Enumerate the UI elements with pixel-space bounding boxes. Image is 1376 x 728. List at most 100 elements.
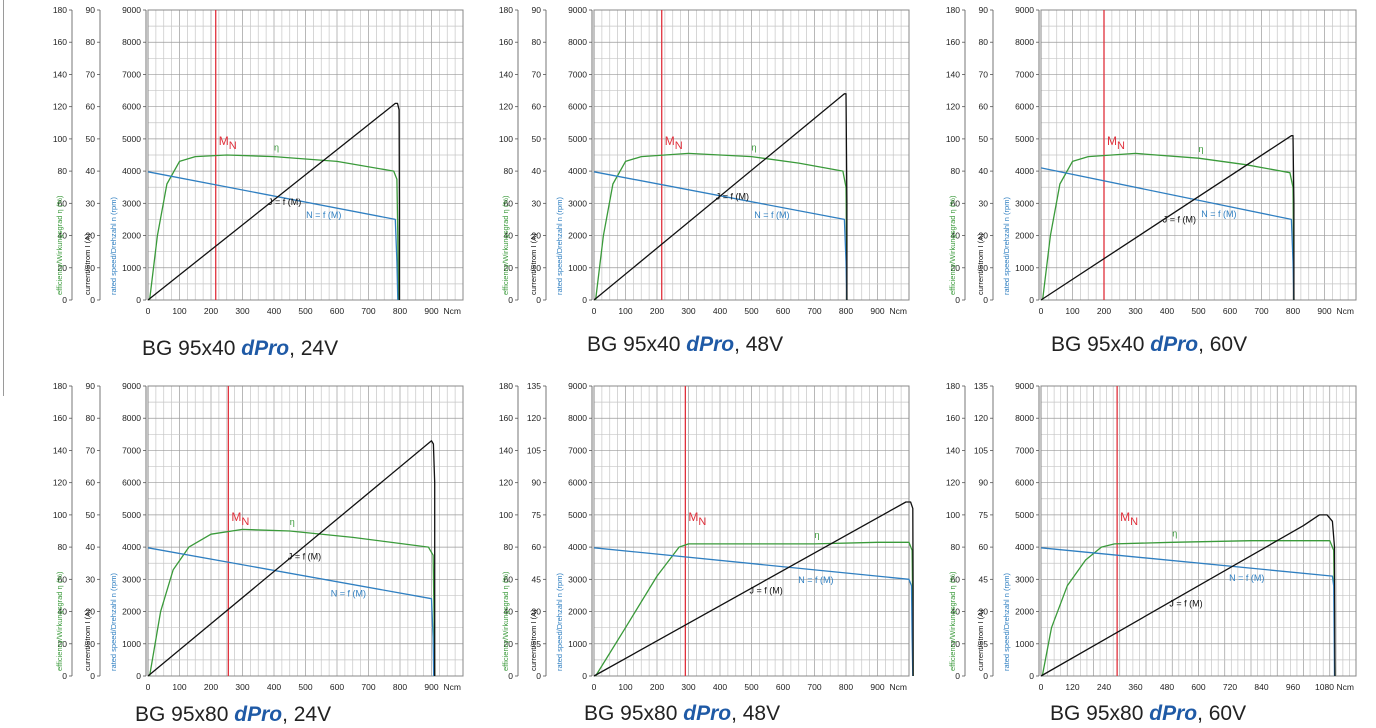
x-tick-label: 800	[839, 682, 853, 692]
y-tick-label: 40	[58, 607, 68, 617]
x-tick-label: 300	[681, 306, 695, 316]
y-tick-label: 105	[527, 445, 541, 455]
efficiency-curve-label: η	[815, 530, 820, 540]
y-tick-label: 60	[86, 478, 96, 488]
x-tick-label: 900	[424, 682, 438, 692]
y-axis-title: rated speed/Drehzahl n (rpm)	[1002, 573, 1011, 671]
x-tick-label: 100	[172, 682, 186, 692]
y-tick-label: 180	[946, 5, 960, 15]
x-tick-label: 0	[146, 306, 151, 316]
y-tick-label: 9000	[122, 5, 141, 15]
series-line-current	[593, 501, 914, 677]
x-tick-label: 0	[1039, 682, 1044, 692]
speed-curve-label: N = f (M)	[306, 210, 341, 220]
plot-frame	[147, 9, 464, 301]
y-tick-label: 1000	[122, 263, 141, 273]
y-axis-title: efficiency/Wirkungsgrad η (%)	[948, 195, 957, 295]
y-tick-label: 180	[946, 381, 960, 391]
y-tick-label: 70	[532, 69, 542, 79]
y-tick-label: 80	[532, 37, 542, 47]
x-axis-unit: Ncm	[1337, 306, 1354, 316]
y-tick-label: 140	[499, 69, 513, 79]
y-tick-label: 10	[86, 639, 96, 649]
y-axis-title: efficiency/Wirkungsgrad η (%)	[948, 571, 957, 671]
y-tick-label: 5000	[122, 134, 141, 144]
x-tick-label: 100	[1065, 306, 1079, 316]
current-curve-label: J = f (M)	[716, 192, 749, 202]
caption-bg95x80-60v: BG 95x80 dPro, 60V	[1050, 702, 1246, 726]
y-tick-label: 3000	[1015, 198, 1034, 208]
y-axis-title: efficiency/Wirkungsgrad η (%)	[501, 571, 510, 671]
y-tick-label: 140	[53, 445, 67, 455]
y-axis-title: current/Strom I (A)	[976, 233, 985, 295]
y-tick-label: 140	[53, 69, 67, 79]
y-tick-label: 2000	[122, 607, 141, 617]
y-tick-label: 80	[86, 37, 96, 47]
y-tick-label: 0	[983, 671, 988, 681]
x-tick-label: 800	[393, 306, 407, 316]
caption-brand-pro: Pro	[1163, 333, 1199, 356]
x-tick-label: 120	[1065, 682, 1079, 692]
y-tick-label: 1000	[1015, 263, 1034, 273]
y-tick-label: 105	[974, 445, 988, 455]
y-tick-label: 0	[582, 295, 587, 305]
y-axis-title: efficiency/Wirkungsgrad η (%)	[55, 571, 64, 671]
y-tick-label: 70	[86, 445, 96, 455]
caption-suffix: , 60V	[1198, 333, 1248, 356]
series-line-efficiency	[148, 528, 436, 677]
y-tick-label: 90	[86, 381, 96, 391]
y-tick-label: 6000	[122, 478, 141, 488]
caption-prefix: BG 95x40	[142, 337, 242, 360]
y-axis-title: current/Strom I (A)	[976, 609, 985, 671]
x-tick-label: 900	[870, 306, 884, 316]
y-tick-label: 20	[58, 263, 68, 273]
y-tick-label: 60	[58, 198, 68, 208]
series-line-current	[147, 440, 436, 677]
y-tick-label: 60	[979, 102, 989, 112]
x-tick-label: 700	[1254, 306, 1268, 316]
caption-brand-d: d	[241, 337, 255, 360]
plot-grid	[1040, 9, 1357, 301]
y-axis-title: efficiency/Wirkungsgrad η (%)	[55, 195, 64, 295]
y-tick-label: 140	[946, 69, 960, 79]
y-tick-label: 120	[527, 413, 541, 423]
caption-brand-d: d	[234, 703, 248, 726]
x-tick-label: 800	[839, 306, 853, 316]
y-axis-title: rated speed/Drehzahl n (rpm)	[109, 573, 118, 671]
y-tick-label: 45	[979, 574, 989, 584]
y-tick-label: 80	[951, 542, 961, 552]
y-tick-label: 5000	[1015, 510, 1034, 520]
y-tick-label: 9000	[1015, 5, 1034, 15]
caption-bg95x40-60v: BG 95x40 dPro, 60V	[1051, 333, 1247, 357]
y-tick-label: 5000	[122, 510, 141, 520]
rated-torque-label: MN	[219, 134, 237, 152]
x-tick-label: 200	[650, 306, 664, 316]
y-axis-title: rated speed/Drehzahl n (rpm)	[555, 573, 564, 671]
y-tick-label: 60	[532, 102, 542, 112]
y-tick-label: 140	[946, 445, 960, 455]
y-tick-label: 0	[62, 671, 67, 681]
y-tick-label: 8000	[568, 37, 587, 47]
x-tick-label: 0	[592, 682, 597, 692]
y-tick-label: 100	[499, 510, 513, 520]
x-tick-label: 0	[592, 306, 597, 316]
caption-suffix: , 60V	[1197, 702, 1247, 725]
x-tick-label: 600	[1223, 306, 1237, 316]
caption-suffix: , 24V	[289, 337, 339, 360]
efficiency-curve-label: η	[274, 143, 279, 153]
chart-bg95x40-48v: 0 20 40 60 80 100 120 140 160 180 efficiency/Wirku…	[446, 0, 916, 325]
y-tick-label: 20	[58, 639, 68, 649]
x-tick-label: 200	[204, 306, 218, 316]
y-tick-label: 40	[86, 542, 96, 552]
y-tick-label: 40	[979, 166, 989, 176]
y-tick-label: 120	[974, 413, 988, 423]
series-line-efficiency	[595, 541, 914, 677]
current-curve-label: J = f (M)	[1169, 598, 1202, 608]
x-tick-label: 600	[330, 682, 344, 692]
y-tick-label: 60	[504, 198, 514, 208]
x-tick-label: 100	[618, 306, 632, 316]
x-tick-label: 700	[807, 682, 821, 692]
y-tick-label: 120	[946, 478, 960, 488]
y-tick-label: 4000	[1015, 542, 1034, 552]
y-tick-label: 160	[499, 413, 513, 423]
